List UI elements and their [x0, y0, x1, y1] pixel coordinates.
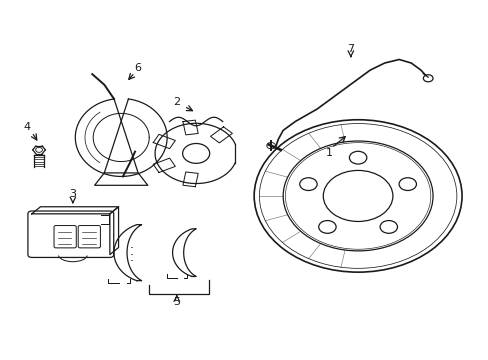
Text: 2: 2 — [173, 97, 180, 107]
Text: 7: 7 — [346, 44, 354, 54]
Text: 5: 5 — [173, 297, 180, 307]
Text: 6: 6 — [134, 63, 142, 73]
Text: 1: 1 — [325, 148, 332, 158]
Text: 3: 3 — [69, 189, 76, 199]
Text: 4: 4 — [23, 122, 30, 132]
